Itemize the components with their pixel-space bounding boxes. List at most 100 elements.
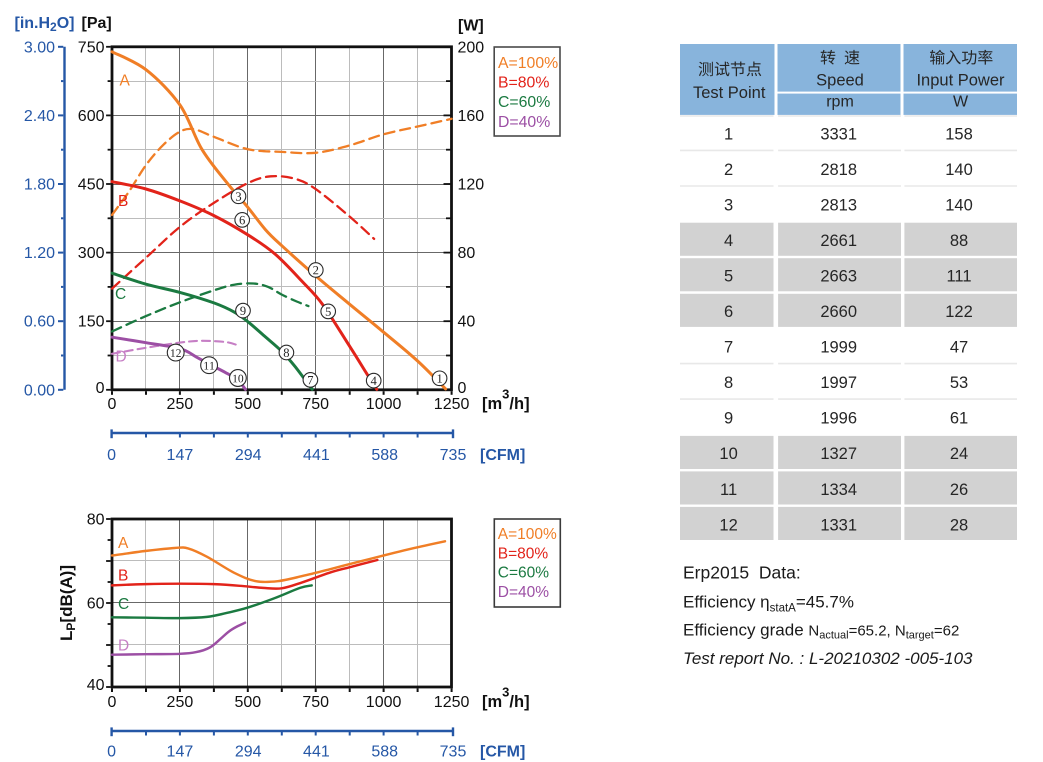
svg-text:2: 2 [724,161,733,179]
svg-text:A=100%: A=100% [498,526,557,543]
svg-text:120: 120 [458,177,485,194]
svg-text:1999: 1999 [820,339,857,357]
svg-text:450: 450 [78,177,105,194]
svg-text:147: 147 [167,447,194,464]
svg-text:0: 0 [108,694,117,711]
svg-text:122: 122 [945,303,973,321]
svg-text:6: 6 [724,303,733,321]
svg-text:2660: 2660 [820,303,857,321]
svg-text:Test Point: Test Point [693,84,766,102]
svg-text:A=100%: A=100% [498,55,558,72]
svg-text:53: 53 [950,374,968,392]
svg-text:11: 11 [720,481,737,499]
svg-text:750: 750 [302,396,329,413]
svg-text:D=40%: D=40% [498,114,550,131]
svg-text:C=60%: C=60% [498,94,550,111]
svg-text:2661: 2661 [820,232,857,250]
svg-text:B: B [118,193,128,210]
svg-text:3331: 3331 [820,126,857,144]
svg-text:1327: 1327 [820,445,857,463]
svg-text:750: 750 [78,39,105,56]
svg-text:Efficiency grade Nactual=65.2,: Efficiency grade Nactual=65.2, Ntarget=6… [683,621,959,642]
svg-text:[CFM]: [CFM] [480,447,525,464]
svg-text:0: 0 [108,396,117,413]
svg-text:Test report No. : L-20210302 -: Test report No. : L-20210302 -005-103 [683,649,973,668]
svg-text:588: 588 [371,447,398,464]
svg-text:88: 88 [950,232,968,250]
svg-text:28: 28 [950,516,968,534]
svg-text:735: 735 [440,744,467,761]
svg-text:0: 0 [458,380,467,397]
svg-text:1250: 1250 [434,694,470,711]
svg-text:1334: 1334 [820,481,857,499]
svg-text:588: 588 [371,744,398,761]
svg-text:158: 158 [945,126,973,144]
svg-text:0: 0 [107,744,116,761]
svg-text:735: 735 [440,447,467,464]
svg-text:1000: 1000 [366,694,402,711]
svg-text:A: A [118,535,129,552]
svg-text:47: 47 [950,339,968,357]
svg-text:3.00: 3.00 [24,39,55,56]
svg-text:rpm: rpm [826,93,854,110]
svg-text:Speed: Speed [816,71,864,89]
svg-text:[in.H2O]: [in.H2O] [15,15,75,34]
svg-text:140: 140 [945,161,973,179]
svg-text:4: 4 [724,232,733,250]
svg-text:Efficiency ηstatA=45.7%: Efficiency ηstatA=45.7% [683,593,854,615]
svg-text:600: 600 [78,108,105,125]
svg-text:500: 500 [234,694,261,711]
svg-text:60: 60 [87,596,105,613]
svg-text:3: 3 [724,197,733,215]
svg-text:111: 111 [946,268,971,286]
svg-text:150: 150 [78,314,105,331]
svg-text:10: 10 [719,445,737,463]
svg-text:80: 80 [87,512,105,529]
svg-text:2813: 2813 [820,197,857,215]
svg-text:2818: 2818 [820,161,857,179]
svg-text:1331: 1331 [820,516,857,534]
svg-text:1.80: 1.80 [24,177,55,194]
svg-text:C=60%: C=60% [498,565,549,582]
svg-text:D=40%: D=40% [498,584,549,601]
svg-text:1997: 1997 [820,374,857,392]
svg-text:B=80%: B=80% [498,75,549,92]
svg-text:9: 9 [724,410,733,428]
svg-text:[W]: [W] [458,18,484,35]
svg-text:D: D [116,349,127,366]
svg-text:1996: 1996 [820,410,857,428]
svg-text:1: 1 [724,126,733,144]
svg-text:Erp2015 Data:: Erp2015 Data: [683,563,801,583]
svg-text:5: 5 [724,268,733,286]
svg-text:C: C [118,596,129,613]
svg-text:40: 40 [458,314,476,331]
svg-text:0.60: 0.60 [24,314,55,331]
svg-text:[CFM]: [CFM] [480,744,525,761]
svg-text:LP[dB(A)]: LP[dB(A)] [57,565,78,641]
svg-text:26: 26 [950,481,968,499]
svg-text:2663: 2663 [820,268,857,286]
svg-text:441: 441 [303,447,330,464]
svg-text:W: W [953,93,969,110]
svg-text:40: 40 [87,677,105,694]
svg-text:147: 147 [167,744,194,761]
svg-text:61: 61 [950,410,968,428]
svg-text:200: 200 [458,39,485,56]
svg-text:1250: 1250 [434,396,470,413]
svg-text:1000: 1000 [366,396,402,413]
svg-text:294: 294 [235,447,262,464]
svg-text:750: 750 [302,694,329,711]
svg-text:300: 300 [78,245,105,262]
svg-text:0: 0 [96,380,105,397]
svg-text:1.20: 1.20 [24,245,55,262]
svg-text:Input Power: Input Power [916,71,1005,89]
svg-text:C: C [115,286,126,303]
svg-text:24: 24 [950,445,968,463]
svg-text:250: 250 [167,396,194,413]
svg-text:80: 80 [458,245,476,262]
svg-text:160: 160 [458,108,485,125]
svg-text:140: 140 [945,197,973,215]
svg-text:B: B [118,568,128,585]
svg-text:7: 7 [724,339,733,357]
svg-text:B=80%: B=80% [498,545,549,562]
